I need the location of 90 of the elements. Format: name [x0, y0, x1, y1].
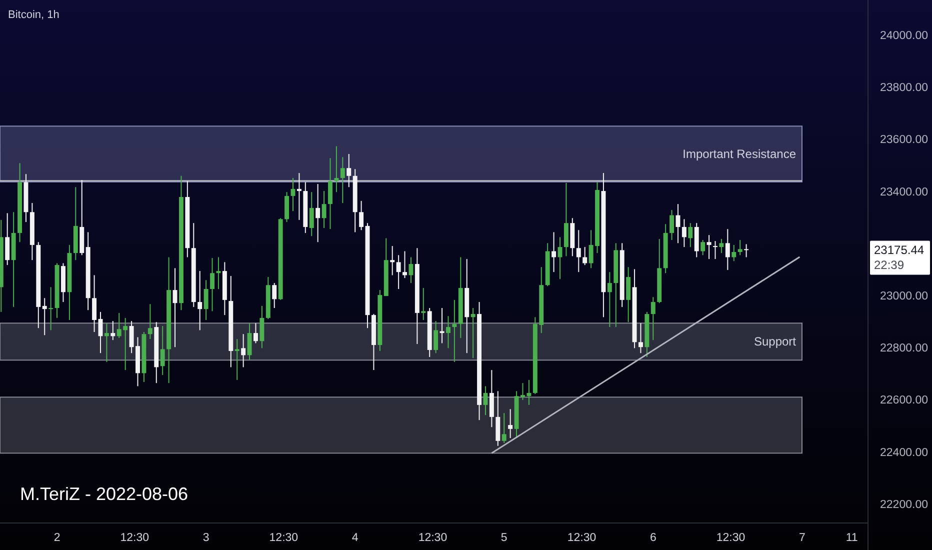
band-label: Support	[754, 334, 797, 349]
candlestick	[390, 245, 395, 276]
y-tick-label: 22600.00	[880, 394, 928, 407]
annotation: M.TeriZ - 2022-08-06	[20, 484, 188, 504]
candlestick	[110, 320, 116, 341]
candlestick	[328, 158, 332, 230]
candlestick	[322, 190, 326, 229]
candlestick	[700, 240, 706, 256]
candlestick	[502, 412, 506, 444]
candlestick	[576, 230, 581, 273]
candlestick	[408, 256, 414, 284]
candlestick	[160, 325, 165, 376]
y-tick-label: 22200.00	[880, 498, 928, 511]
candlestick	[340, 156, 345, 204]
x-tick-label: 12:30	[716, 532, 746, 544]
candlestick	[732, 244, 736, 262]
candlestick	[210, 257, 214, 312]
text: Bitcoin, 1h	[8, 9, 60, 21]
candlestick	[396, 254, 401, 290]
text: 22:39	[874, 258, 904, 272]
candlestick	[260, 305, 264, 349]
candlestick	[309, 192, 314, 237]
x-tick-label: 12:30	[269, 532, 298, 544]
x-tick-label: 5	[500, 532, 508, 544]
candlestick	[452, 299, 457, 362]
candlestick	[421, 287, 426, 320]
candlestick	[719, 238, 724, 254]
candlestick	[198, 270, 202, 331]
y-tick-label: 22400.00	[880, 446, 928, 459]
x-tick-label: 12:30	[120, 532, 150, 544]
candlestick	[650, 296, 656, 341]
candlestick	[316, 183, 320, 243]
band-label: Important Resistance	[682, 147, 796, 162]
candlestick	[216, 256, 221, 290]
candlestick	[552, 232, 556, 273]
candlestick	[42, 298, 47, 336]
candlestick	[272, 282, 277, 309]
candlestick	[253, 322, 258, 344]
y-tick-label: 23000.00	[880, 290, 928, 303]
candlestick	[676, 204, 680, 244]
candlestick	[92, 274, 97, 332]
y-tick-label: 24000.00	[880, 30, 928, 42]
x-tick-label: 4	[352, 532, 359, 544]
candlestick	[496, 390, 500, 446]
candlestick	[204, 280, 208, 320]
x-tick-label: 11	[846, 532, 858, 544]
candlestick	[296, 172, 302, 220]
candlestick	[241, 334, 246, 368]
candlestick	[626, 266, 631, 323]
candlestick	[688, 222, 693, 248]
candlestick	[706, 234, 712, 260]
candlestick	[234, 338, 240, 380]
candlestick	[738, 240, 742, 256]
x-tick-label: 2	[54, 532, 60, 544]
candlestick	[434, 320, 438, 354]
x-tick-label: 12:30	[418, 532, 448, 544]
candlestick	[148, 304, 152, 340]
candlestick	[607, 272, 612, 328]
y-tick-label: 23800.00	[880, 82, 928, 94]
candlestick	[446, 316, 450, 349]
y-tick-label: 23600.00	[880, 134, 928, 146]
x-tick-label: 6	[650, 532, 656, 544]
candlestick	[682, 218, 686, 248]
x-tick-label: 12:30	[567, 532, 596, 544]
candlestick	[359, 200, 364, 231]
text: 23175.44	[874, 242, 924, 257]
candlestick	[638, 322, 643, 354]
candlestick	[670, 210, 674, 240]
candlestick	[346, 154, 352, 188]
candlestick	[744, 244, 749, 258]
candlestick	[725, 228, 730, 270]
x-tick-label: 3	[202, 532, 210, 544]
candlestick	[470, 308, 476, 359]
candlestick	[284, 192, 290, 223]
candlestick	[440, 308, 444, 344]
candlestick	[247, 322, 252, 361]
candlestick	[5, 212, 10, 266]
candlestick	[402, 250, 407, 279]
candlestick	[489, 370, 494, 428]
x-tick-label: 7	[798, 532, 806, 544]
candlestick	[48, 286, 54, 331]
candlestick	[334, 146, 339, 193]
y-tick-label: 22800.00	[880, 342, 928, 355]
candlestick	[104, 322, 109, 362]
y-tick-label: 23400.00	[880, 186, 928, 198]
candlestick	[564, 182, 568, 257]
candlestick	[508, 408, 513, 439]
candlestick	[483, 386, 488, 416]
candlestick	[582, 246, 588, 266]
candlestick	[713, 240, 718, 260]
